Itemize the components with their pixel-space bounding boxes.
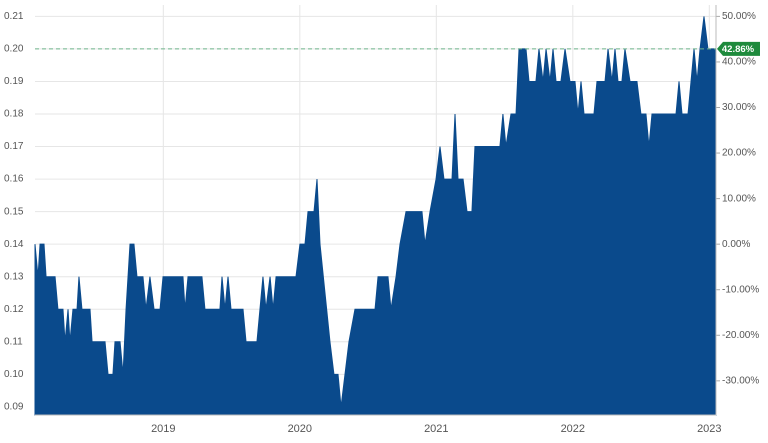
x-tick-label: 2019 bbox=[151, 423, 175, 435]
y-tick-label: 0.09 bbox=[4, 402, 24, 413]
y-tick-label: 0.15 bbox=[4, 206, 24, 217]
y2-tick-label: -20.00% bbox=[722, 330, 759, 341]
y-tick-label: 0.11 bbox=[4, 336, 23, 347]
x-tick-label: 2021 bbox=[424, 423, 448, 435]
y-tick-label: 0.17 bbox=[4, 141, 24, 152]
y2-tick-label: -30.00% bbox=[722, 375, 759, 386]
area bbox=[34, 16, 717, 416]
x-tick-label: 2020 bbox=[288, 423, 312, 435]
y-tick-label: 0.20 bbox=[4, 44, 24, 55]
y-tick-label: 0.21 bbox=[4, 11, 24, 22]
y-tick-label: 0.19 bbox=[4, 76, 24, 87]
y-tick-label: 0.18 bbox=[4, 109, 24, 120]
x-tick-label: 2023 bbox=[697, 423, 721, 435]
y2-tick-label: -10.00% bbox=[722, 284, 759, 295]
y-tick-label: 0.10 bbox=[4, 369, 24, 380]
y-tick-label: 0.12 bbox=[4, 304, 24, 315]
y2-tick-label: 40.00% bbox=[722, 57, 756, 68]
y2-tick-label: 50.00% bbox=[722, 11, 756, 22]
y2-tick-label: 20.00% bbox=[722, 148, 756, 159]
reference-label: 42.86% bbox=[722, 44, 755, 55]
y-tick-label: 0.16 bbox=[4, 174, 24, 185]
y-tick-label: 0.13 bbox=[4, 271, 24, 282]
x-tick-label: 2022 bbox=[561, 423, 585, 435]
y2-tick-label: 0.00% bbox=[722, 239, 750, 250]
y2-tick-label: 30.00% bbox=[722, 102, 756, 113]
y2-tick-label: 10.00% bbox=[722, 193, 756, 204]
y-tick-label: 0.14 bbox=[4, 239, 24, 250]
reference-badge bbox=[717, 41, 760, 56]
